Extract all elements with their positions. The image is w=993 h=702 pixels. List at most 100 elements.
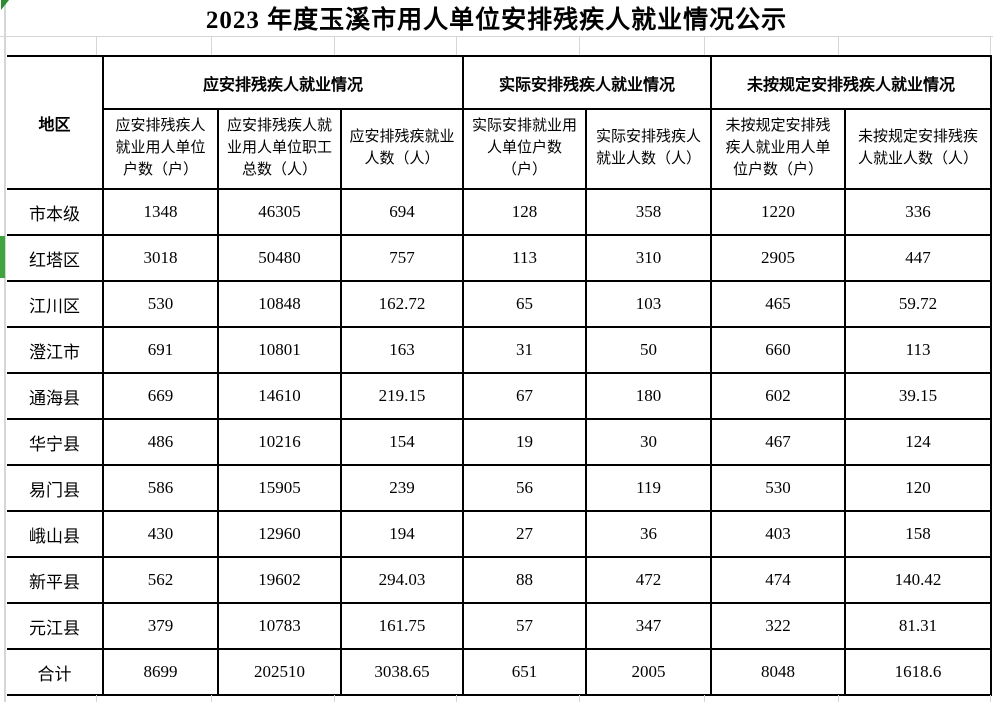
value-cell: 2005 [585, 648, 713, 696]
region-cell: 澄江市 [7, 326, 104, 374]
col-header: 应安排残疾人 就业用人单位 户数（户） [103, 108, 219, 190]
value-cell: 202510 [217, 648, 342, 696]
region-cell: 新平县 [7, 556, 104, 604]
value-cell: 403 [710, 510, 847, 558]
value-cell: 467 [710, 418, 847, 466]
gridline [211, 695, 212, 702]
value-cell: 194 [339, 510, 465, 558]
group-header-noncompliant: 未按规定安排残疾人就业情况 [710, 55, 993, 110]
value-cell: 602 [710, 372, 847, 420]
col-header: 应安排残疾人就 业用人单位职工 总数（人） [217, 108, 342, 190]
gridline [579, 695, 580, 702]
value-cell: 65 [462, 280, 588, 328]
value-cell: 530 [710, 464, 847, 512]
value-cell: 8699 [102, 648, 219, 696]
table-row: 华宁县 486 10216 154 19 30 467 124 [7, 418, 993, 466]
sheet-gridline-left [4, 0, 6, 702]
value-cell: 1618.6 [844, 648, 993, 696]
value-cell: 3038.65 [339, 648, 465, 696]
value-cell: 10848 [217, 280, 342, 328]
gridline [990, 37, 991, 55]
value-cell: 3018 [102, 234, 219, 282]
gridline [990, 695, 991, 702]
value-cell: 39.15 [844, 372, 993, 420]
gridline [211, 37, 212, 55]
col-header: 未按规定安排残疾 人就业人数（人） [844, 108, 993, 190]
value-cell: 50 [585, 326, 713, 374]
value-cell: 474 [710, 556, 847, 604]
value-cell: 486 [102, 418, 219, 466]
value-cell: 1348 [102, 188, 219, 236]
row-highlight-marker [0, 236, 5, 278]
gridline [456, 37, 457, 55]
value-cell: 430 [102, 510, 219, 558]
table-row: 红塔区 3018 50480 757 113 310 2905 447 [7, 234, 993, 282]
value-cell: 10801 [217, 326, 342, 374]
col-header: 应安排残疾就业 人数（人） [339, 108, 465, 190]
value-cell: 15905 [217, 464, 342, 512]
value-cell: 67 [462, 372, 588, 420]
group-header-actual: 实际安排残疾人就业情况 [462, 55, 713, 110]
value-cell: 10783 [217, 602, 342, 650]
value-cell: 586 [102, 464, 219, 512]
value-cell: 347 [585, 602, 713, 650]
table-row: 通海县 669 14610 219.15 67 180 602 39.15 [7, 372, 993, 420]
gridline [704, 37, 705, 55]
value-cell: 691 [102, 326, 219, 374]
value-cell: 472 [585, 556, 713, 604]
value-cell: 81.31 [844, 602, 993, 650]
value-cell: 27 [462, 510, 588, 558]
table-body: 市本级 1348 46305 694 128 358 1220 336 红塔区 3018 50480… [7, 188, 993, 696]
value-cell: 120 [844, 464, 993, 512]
value-cell: 757 [339, 234, 465, 282]
header-sub-row: 应安排残疾人 就业用人单位 户数（户） 应安排残疾人就 业用人单位职工 总数（人… [7, 108, 993, 190]
value-cell: 180 [585, 372, 713, 420]
gridline [704, 695, 705, 702]
value-cell: 239 [339, 464, 465, 512]
value-cell: 50480 [217, 234, 342, 282]
col-header: 未按规定安排残 疾人就业用人单 位户数（户） [710, 108, 847, 190]
gridline [334, 695, 335, 702]
value-cell: 310 [585, 234, 713, 282]
gridline [456, 695, 457, 702]
table-row: 元江县 379 10783 161.75 57 347 322 81.31 [7, 602, 993, 650]
table-row: 合计 8699 202510 3038.65 651 2005 8048 1618.6 [7, 648, 993, 696]
value-cell: 294.03 [339, 556, 465, 604]
value-cell: 8048 [710, 648, 847, 696]
value-cell: 31 [462, 326, 588, 374]
table-row: 易门县 586 15905 239 56 119 530 120 [7, 464, 993, 512]
value-cell: 113 [462, 234, 588, 282]
value-cell: 56 [462, 464, 588, 512]
value-cell: 219.15 [339, 372, 465, 420]
region-cell: 峨山县 [7, 510, 104, 558]
header-group-row: 地区 应安排残疾人就业情况 实际安排残疾人就业情况 未按规定安排残疾人就业情况 [7, 55, 993, 190]
value-cell: 46305 [217, 188, 342, 236]
group-header-required: 应安排残疾人就业情况 [101, 55, 465, 110]
table-row: 新平县 562 19602 294.03 88 472 474 140.42 [7, 556, 993, 604]
value-cell: 140.42 [844, 556, 993, 604]
value-cell: 88 [462, 556, 588, 604]
value-cell: 562 [102, 556, 219, 604]
table-row: 江川区 530 10848 162.72 65 103 465 59.72 [7, 280, 993, 328]
value-cell: 19602 [217, 556, 342, 604]
value-cell: 158 [844, 510, 993, 558]
value-cell: 128 [462, 188, 588, 236]
region-cell: 合计 [7, 648, 104, 696]
value-cell: 530 [102, 280, 219, 328]
region-cell: 华宁县 [7, 418, 104, 466]
page-title: 2023 年度玉溪市用人单位安排残疾人就业情况公示 [205, 7, 788, 34]
gridline [838, 695, 839, 702]
gridline [838, 37, 839, 55]
region-cell: 江川区 [7, 280, 104, 328]
value-cell: 669 [102, 372, 219, 420]
value-cell: 1220 [710, 188, 847, 236]
region-cell: 通海县 [7, 372, 104, 420]
value-cell: 103 [585, 280, 713, 328]
value-cell: 163 [339, 326, 465, 374]
value-cell: 30 [585, 418, 713, 466]
value-cell: 12960 [217, 510, 342, 558]
value-cell: 10216 [217, 418, 342, 466]
region-cell: 易门县 [7, 464, 104, 512]
value-cell: 2905 [710, 234, 847, 282]
